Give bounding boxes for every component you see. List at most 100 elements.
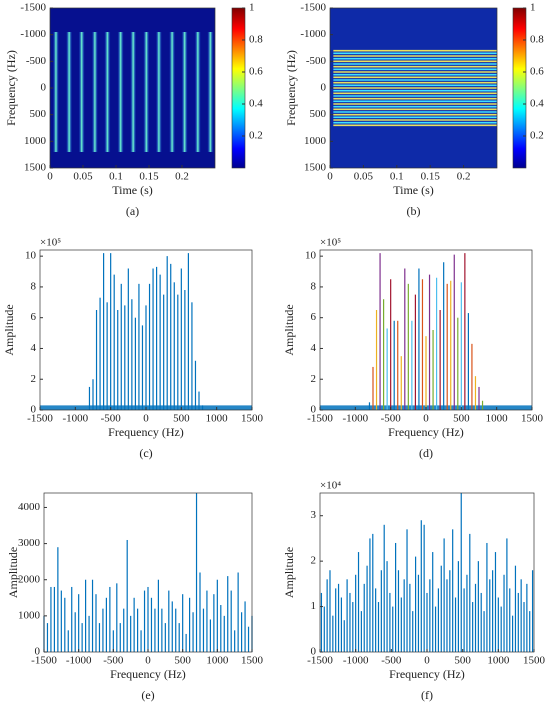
panel-label: (e) bbox=[141, 688, 154, 702]
y-tick-label: 500 bbox=[30, 108, 47, 120]
y-axis-label: Frequency (Hz) bbox=[4, 50, 18, 126]
stripe bbox=[181, 32, 188, 152]
colorbar-tick-label: 0.8 bbox=[249, 34, 263, 46]
x-tick-label: 500 bbox=[173, 413, 190, 425]
y-tick-label: 2 bbox=[311, 373, 317, 385]
colorbar-tick-label: 1 bbox=[249, 2, 255, 14]
x-tick-label: 1500 bbox=[521, 413, 544, 425]
x-tick-label: 0.1 bbox=[109, 171, 123, 183]
panel-label: (d) bbox=[419, 446, 433, 460]
x-tick-label: 0.15 bbox=[139, 171, 159, 183]
stripe bbox=[52, 32, 59, 152]
x-tick-label: -500 bbox=[101, 413, 122, 425]
x-tick-label: 500 bbox=[454, 655, 471, 667]
x-tick-label: -1500 bbox=[307, 655, 333, 667]
x-tick-label: -1500 bbox=[31, 655, 57, 667]
y-axis-label: Frequency (Hz) bbox=[284, 50, 298, 126]
y-tick-label: 0 bbox=[41, 82, 47, 94]
x-tick-label: 1500 bbox=[241, 655, 264, 667]
stripe bbox=[91, 32, 98, 152]
x-tick-label: 0 bbox=[145, 655, 151, 667]
x-tick-label: -500 bbox=[381, 655, 402, 667]
panel: -1500 -1000 -500 0 500 1000 1500 0 2 4 6 8 10 Frequen… bbox=[282, 237, 544, 460]
panel: -1500 -1000 -500 0 500 1000 1500 0 1000 2000 3000 4… bbox=[6, 492, 264, 702]
x-tick-label: 1500 bbox=[241, 413, 264, 425]
x-axis-label: Time (s) bbox=[393, 183, 434, 197]
x-tick-label: -1500 bbox=[307, 413, 333, 425]
colorbar-tick-label: 1 bbox=[530, 2, 536, 14]
colorbar-tick-label: 0.6 bbox=[530, 66, 544, 78]
y-tick-label: 0 bbox=[35, 646, 41, 658]
y-tick-label: -1000 bbox=[20, 28, 46, 40]
x-axis-label: Frequency (Hz) bbox=[389, 667, 465, 681]
stripe bbox=[169, 32, 176, 152]
colorbar-tick-label: 0.6 bbox=[249, 66, 263, 78]
panel-label: (c) bbox=[139, 446, 152, 460]
x-axis-label: Frequency (Hz) bbox=[108, 425, 184, 439]
y-axis-label: Amplitude bbox=[282, 547, 296, 598]
stripe bbox=[143, 32, 150, 152]
x-tick-label: 0.2 bbox=[175, 171, 189, 183]
colorbar-tick-label: 0.4 bbox=[530, 98, 544, 110]
y-tick-label: 6 bbox=[311, 311, 317, 323]
panel: 0.2 0.4 0.6 0.8 1 0 0.05 0.1 0.15 0.2 -1500 -1000 -5… bbox=[4, 2, 264, 218]
panel: -1500 -1000 -500 0 500 1000 1500 0 1 2 3 Frequency … bbox=[282, 480, 546, 702]
x-axis-label: Frequency (Hz) bbox=[110, 667, 186, 681]
y-tick-label: 0 bbox=[311, 404, 317, 416]
x-tick-label: 0 bbox=[143, 413, 149, 425]
x-tick-label: -1000 bbox=[62, 413, 88, 425]
x-tick-label: 0.05 bbox=[73, 171, 93, 183]
y-tick-label: -1500 bbox=[20, 2, 46, 14]
y-tick-label: 4000 bbox=[18, 501, 41, 513]
x-tick-label: 0 bbox=[424, 655, 430, 667]
stripe bbox=[104, 32, 111, 152]
y-tick-label: 8 bbox=[311, 280, 317, 292]
y-tick-label: 1 bbox=[311, 600, 317, 612]
stripe bbox=[66, 32, 73, 152]
x-tick-label: -1500 bbox=[27, 413, 53, 425]
colorbar-tick-label: 0.2 bbox=[249, 130, 263, 142]
y-tick-label: 3 bbox=[311, 509, 317, 521]
x-tick-label: 0 bbox=[47, 171, 53, 183]
y-tick-label: -1500 bbox=[300, 2, 326, 14]
y-tick-label: 1000 bbox=[24, 135, 47, 147]
panel: -1500 -1000 -500 0 500 1000 1500 0 2 4 6 8 10 Frequen… bbox=[2, 237, 264, 460]
panel-label: (b) bbox=[407, 204, 421, 218]
x-axis-label: Time (s) bbox=[112, 183, 153, 197]
y-tick-label: 500 bbox=[310, 108, 327, 120]
y-tick-label: 8 bbox=[31, 280, 37, 292]
y-tick-label: 2 bbox=[311, 555, 317, 567]
colorbar bbox=[231, 7, 246, 169]
y-tick-label: 0 bbox=[31, 404, 37, 416]
y-axis-label: Amplitude bbox=[6, 547, 20, 598]
y-tick-label: 6 bbox=[31, 311, 37, 323]
y-tick-label: 1500 bbox=[24, 162, 47, 174]
x-tick-label: 1000 bbox=[206, 655, 229, 667]
axis-exponent: ×10⁵ bbox=[320, 237, 341, 249]
y-tick-label: 1500 bbox=[304, 162, 327, 174]
axis-exponent: ×10⁵ bbox=[40, 237, 61, 249]
x-tick-label: -500 bbox=[103, 655, 124, 667]
x-tick-label: 0.05 bbox=[354, 171, 374, 183]
y-tick-label: 1000 bbox=[18, 609, 41, 621]
x-tick-label: 0.2 bbox=[457, 171, 471, 183]
y-tick-label: 10 bbox=[305, 250, 317, 262]
y-tick-label: 0 bbox=[321, 82, 327, 94]
y-tick-label: 3000 bbox=[18, 537, 41, 549]
stripe bbox=[130, 32, 137, 152]
y-tick-label: 2 bbox=[31, 373, 37, 385]
stripe bbox=[155, 32, 162, 152]
y-tick-label: 1000 bbox=[304, 135, 327, 147]
y-tick-label: -1000 bbox=[300, 28, 326, 40]
x-tick-label: -1000 bbox=[66, 655, 92, 667]
panel-label: (a) bbox=[126, 204, 139, 218]
x-tick-label: -1000 bbox=[343, 655, 369, 667]
colorbar-tick-label: 0.2 bbox=[530, 130, 544, 142]
y-tick-label: 10 bbox=[25, 250, 37, 262]
x-tick-label: -500 bbox=[381, 413, 402, 425]
y-axis-label: Amplitude bbox=[282, 304, 296, 355]
y-tick-label: 2000 bbox=[18, 573, 41, 585]
y-tick-label: -500 bbox=[26, 55, 47, 67]
y-tick-label: 4 bbox=[311, 342, 317, 354]
axis-exponent: ×10⁴ bbox=[320, 480, 341, 492]
